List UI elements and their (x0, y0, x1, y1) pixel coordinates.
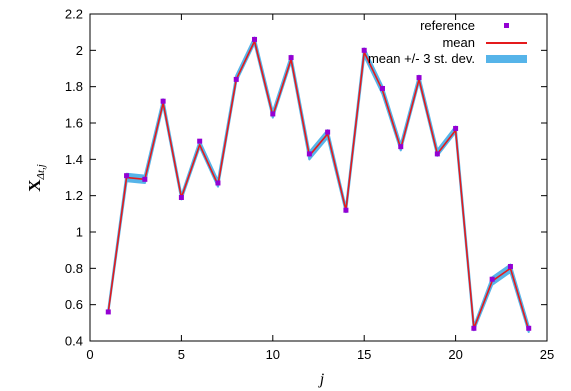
legend-swatch-reference (504, 23, 509, 28)
y-tick-label: 2 (76, 43, 83, 58)
x-axis-label: j (318, 371, 325, 388)
x-tick-label: 0 (86, 347, 93, 362)
y-tick-label: 2.2 (65, 7, 83, 22)
y-tick-label: 1.8 (65, 79, 83, 94)
reference-point (197, 138, 203, 144)
reference-point (379, 85, 385, 91)
legend: reference mean mean +/- 3 st. dev. (368, 18, 527, 66)
reference-point (471, 325, 477, 331)
legend-swatch-band (486, 55, 527, 63)
point-layer (105, 36, 532, 331)
tick-layer: 0 5 10 15 20 25 0.4 0.6 0.8 1 1.2 1.4 1.6 1.8 2 2.2 (65, 7, 554, 363)
reference-point (178, 194, 184, 200)
reference-point (398, 144, 404, 150)
reference-point (416, 75, 422, 81)
legend-label-band: mean +/- 3 st. dev. (368, 51, 475, 66)
y-tick-label: 0.8 (65, 261, 83, 276)
reference-point (105, 309, 111, 315)
reference-point (288, 55, 294, 61)
reference-point (270, 111, 276, 117)
x-tick-label: 25 (540, 347, 554, 362)
x-tick-label: 15 (357, 347, 371, 362)
series-band (107, 36, 530, 334)
y-axis-label-sub: Δt,j (35, 164, 47, 180)
y-tick-label: 1.4 (65, 152, 83, 167)
reference-point (325, 129, 331, 135)
reference-point (215, 180, 221, 186)
reference-point (453, 125, 459, 131)
reference-point (434, 151, 440, 157)
y-tick-label: 1.6 (65, 116, 83, 131)
reference-point (233, 76, 239, 82)
y-tick-label: 0.4 (65, 334, 83, 349)
x-tick-label: 20 (448, 347, 462, 362)
legend-label-mean: mean (442, 35, 475, 50)
series-mean-line (107, 40, 530, 331)
reference-point (160, 98, 166, 104)
legend-label-reference: reference (420, 18, 475, 33)
plot-frame (89, 13, 548, 342)
y-axis-label-main: X (25, 179, 44, 192)
reference-point (526, 325, 532, 331)
reference-point (507, 264, 513, 270)
y-tick-label: 1.2 (65, 188, 83, 203)
x-tick-label: 10 (266, 347, 280, 362)
y-tick-label: 0.6 (65, 297, 83, 312)
band-layer (107, 36, 530, 334)
line-layer (107, 40, 530, 331)
y-axis-label: XΔt,j (25, 164, 47, 192)
reference-point (124, 173, 130, 179)
reference-point (252, 36, 258, 42)
reference-point (361, 47, 367, 53)
reference-point (306, 151, 312, 157)
reference-point (489, 276, 495, 282)
reference-point (142, 176, 148, 182)
reference-point (343, 207, 349, 213)
y-tick-label: 1 (76, 225, 83, 240)
x-tick-label: 5 (178, 347, 185, 362)
